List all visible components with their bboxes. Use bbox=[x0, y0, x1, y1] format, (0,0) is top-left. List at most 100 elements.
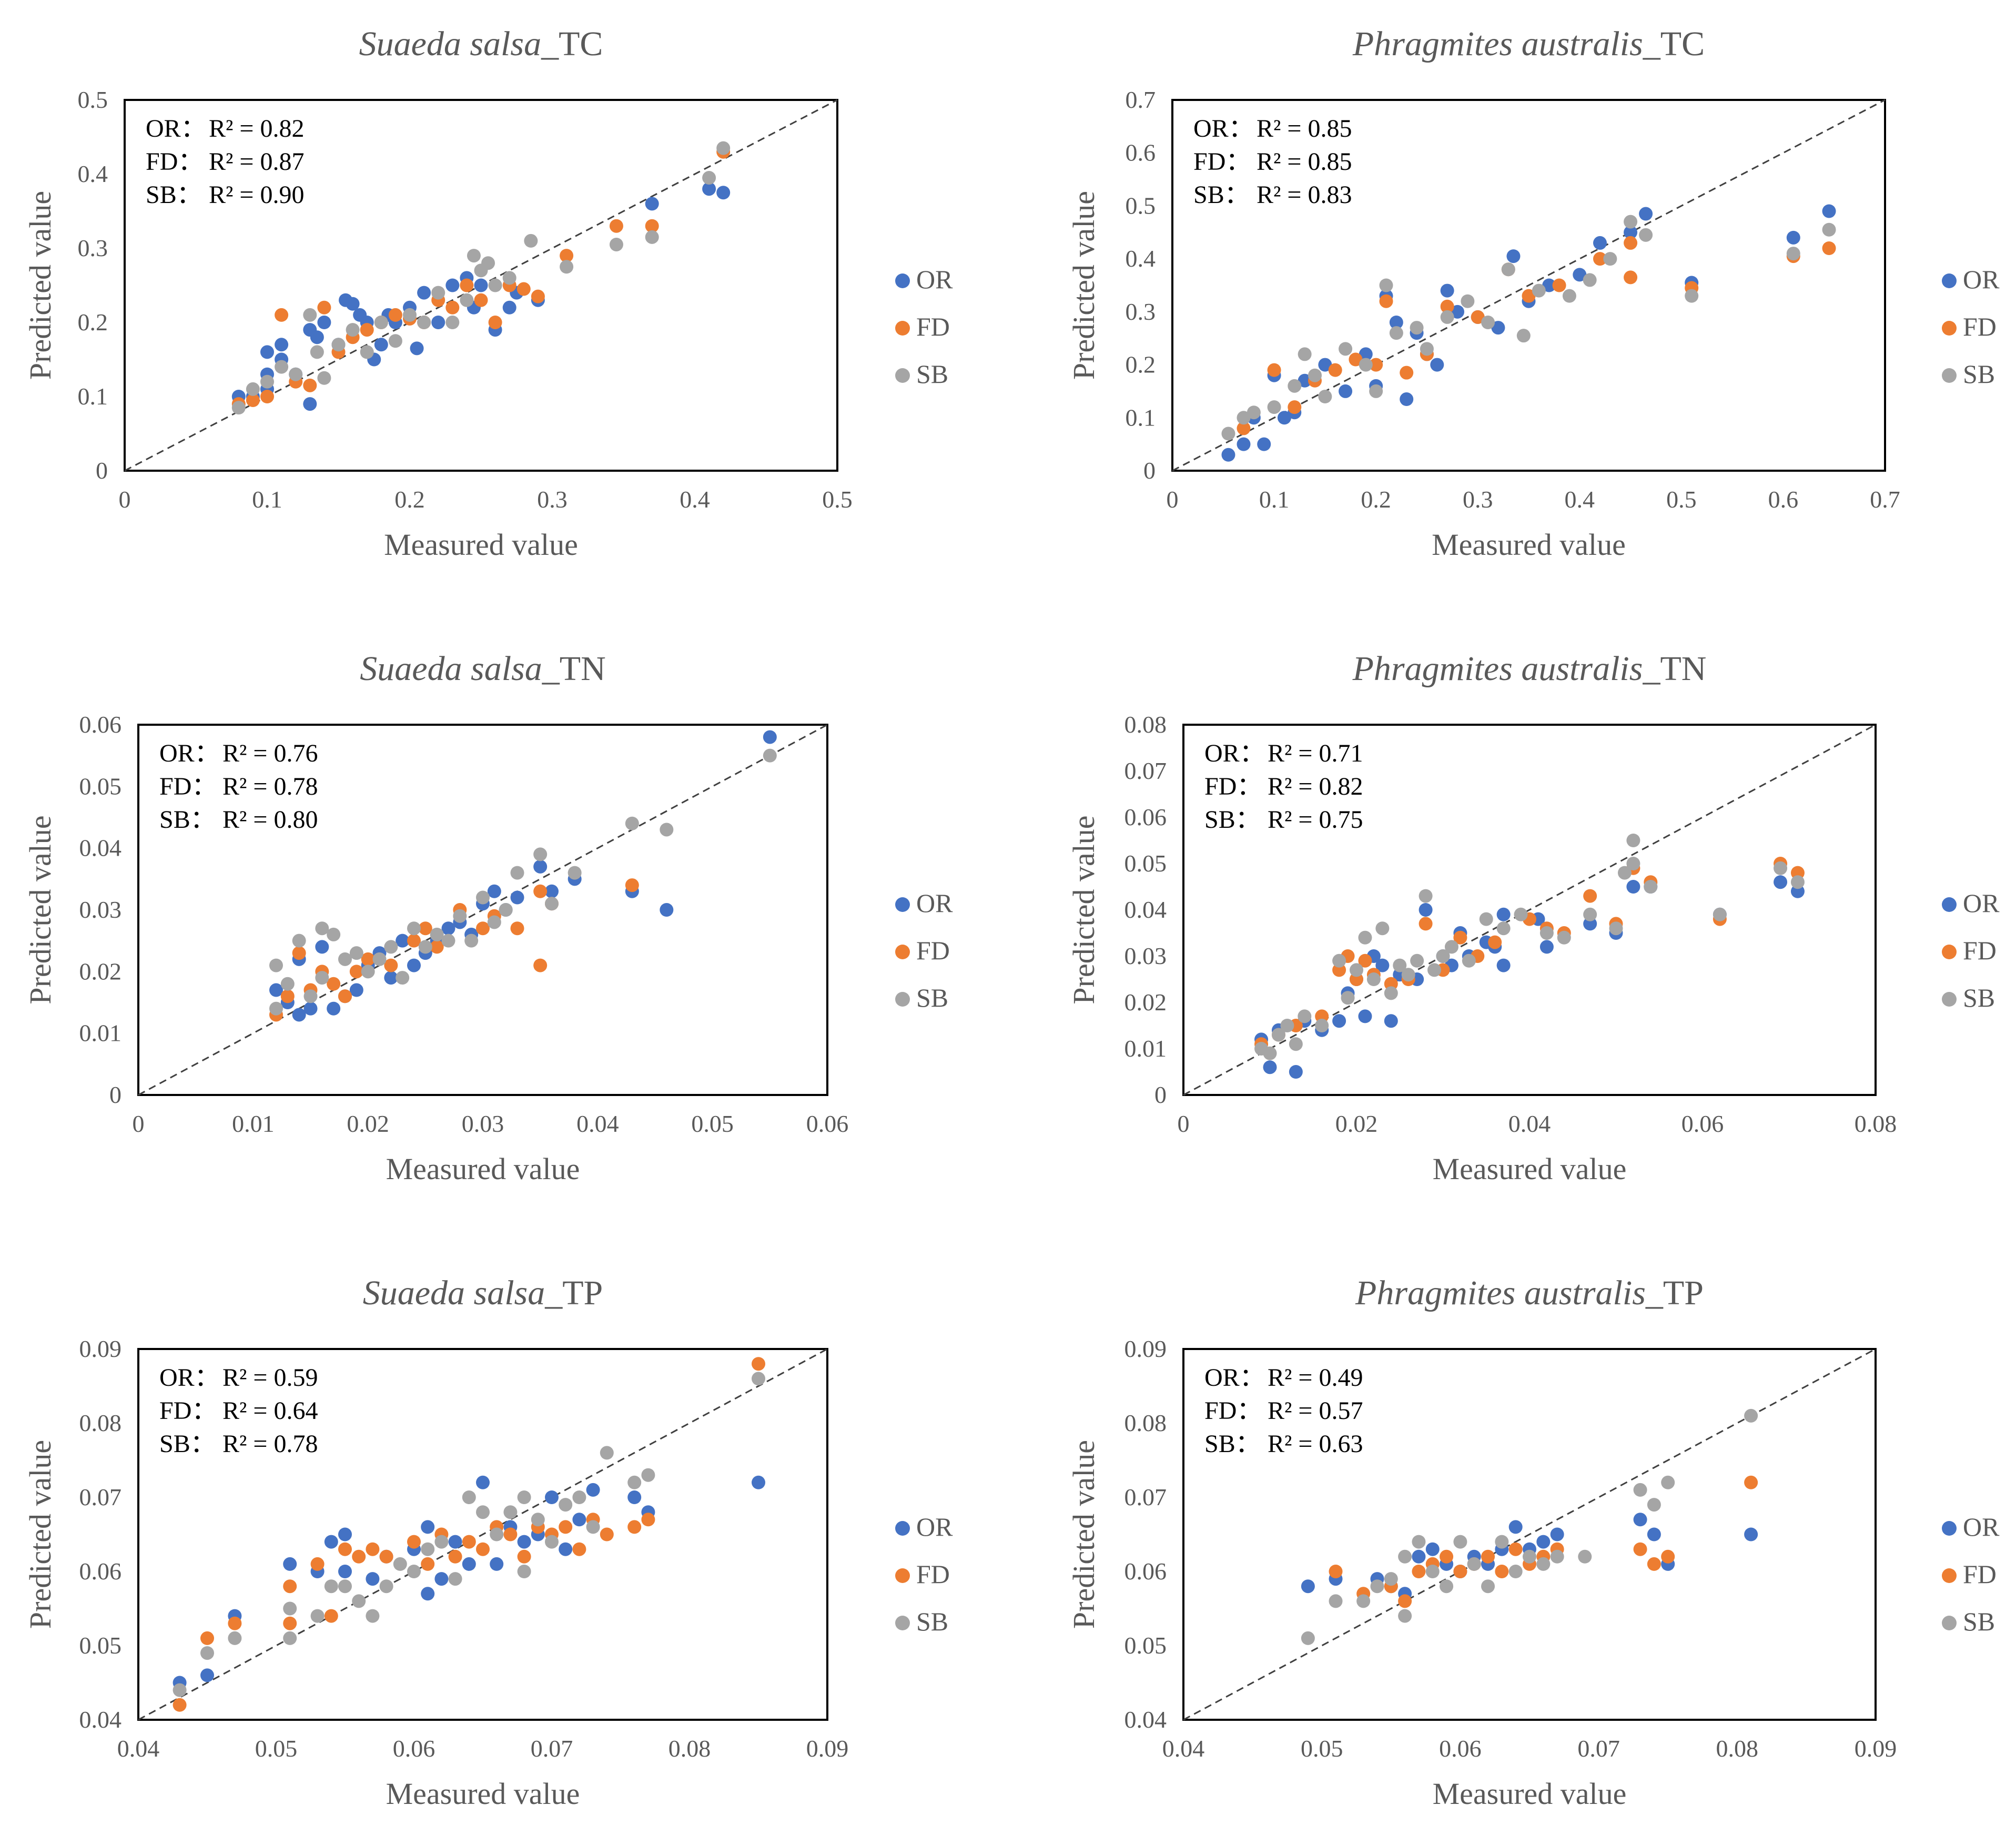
data-point-sb bbox=[1495, 1535, 1509, 1549]
y-tick-label: 0.2 bbox=[1126, 351, 1156, 378]
y-tick-label: 0.06 bbox=[79, 1558, 122, 1585]
data-point-sb bbox=[173, 1683, 187, 1697]
data-point-or bbox=[1774, 875, 1788, 889]
data-point-fd bbox=[200, 1631, 214, 1645]
data-point-or bbox=[1298, 373, 1312, 388]
data-point-sb bbox=[517, 1490, 531, 1504]
data-point-fd bbox=[1488, 935, 1502, 949]
data-point-sb bbox=[1298, 1009, 1312, 1023]
data-point-sb bbox=[374, 316, 388, 329]
data-point-sb bbox=[568, 866, 582, 880]
data-point-or bbox=[1451, 305, 1464, 319]
r2-value-fd: R² = 0.57 bbox=[1268, 1397, 1363, 1425]
data-point-or bbox=[396, 934, 410, 948]
legend-marker-or bbox=[895, 1521, 910, 1536]
r2-value-or: R² = 0.85 bbox=[1257, 115, 1352, 143]
data-point-sb bbox=[467, 249, 481, 263]
data-point-sb bbox=[702, 171, 716, 185]
data-point-fd bbox=[352, 1549, 366, 1564]
chart-title: Phragmites australis_TP bbox=[1355, 1274, 1704, 1312]
data-point-sb bbox=[1532, 283, 1546, 298]
legend-label-or: OR bbox=[916, 1512, 953, 1541]
data-point-sb bbox=[434, 1535, 449, 1549]
r2-label-sb: SB： bbox=[159, 1430, 216, 1458]
data-point-sb bbox=[533, 847, 548, 861]
data-point-fd bbox=[503, 1527, 518, 1541]
data-point-fd bbox=[1744, 1475, 1758, 1489]
data-point-or bbox=[1633, 1513, 1647, 1527]
r2-label-fd: FD： bbox=[1204, 773, 1262, 800]
data-point-or bbox=[462, 1557, 476, 1571]
data-point-or bbox=[1375, 958, 1390, 972]
data-point-sb bbox=[453, 909, 467, 923]
y-tick-label: 0.01 bbox=[79, 1020, 122, 1047]
x-tick-label: 0.06 bbox=[1681, 1110, 1724, 1137]
x-tick-label: 0.04 bbox=[1508, 1110, 1551, 1137]
data-point-or bbox=[533, 859, 548, 874]
x-tick-label: 0.07 bbox=[1577, 1735, 1620, 1762]
data-point-or bbox=[1786, 230, 1800, 245]
data-point-sb bbox=[1263, 1046, 1277, 1060]
data-point-fd bbox=[324, 1609, 338, 1623]
chart-title-suffix: _TP bbox=[1645, 1274, 1704, 1312]
reference-line bbox=[1183, 1348, 1876, 1721]
data-point-or bbox=[1542, 278, 1556, 292]
data-point-fd bbox=[1453, 930, 1467, 945]
legend-marker-or bbox=[895, 897, 910, 912]
data-point-or bbox=[763, 730, 777, 744]
y-tick-label: 0.05 bbox=[79, 1632, 122, 1659]
series-SB bbox=[1301, 1408, 1758, 1645]
data-point-or bbox=[338, 1527, 352, 1541]
x-tick-label: 0.08 bbox=[1855, 1110, 1897, 1137]
x-tick-label: 0.05 bbox=[1301, 1735, 1343, 1762]
data-point-sb bbox=[403, 308, 417, 322]
data-point-or bbox=[502, 300, 516, 315]
data-point-sb bbox=[283, 1601, 297, 1616]
data-point-sb bbox=[1341, 991, 1355, 1005]
data-point-fd bbox=[1647, 1557, 1661, 1571]
data-point-fd bbox=[228, 1616, 242, 1630]
data-point-sb bbox=[1384, 986, 1398, 1000]
legend-marker-sb bbox=[895, 992, 910, 1007]
data-point-fd bbox=[1661, 1549, 1675, 1564]
y-tick-label: 0.04 bbox=[79, 835, 122, 861]
y-axis-label: Predicted value bbox=[1067, 191, 1101, 380]
data-point-sb bbox=[1479, 912, 1493, 926]
y-tick-label: 0.1 bbox=[78, 383, 108, 410]
data-point-or bbox=[1332, 1014, 1346, 1028]
chart-title-suffix: _TC bbox=[1643, 25, 1705, 63]
data-point-or bbox=[303, 397, 317, 411]
data-point-sb bbox=[315, 971, 329, 985]
data-point-sb bbox=[231, 401, 246, 415]
legend-label-or: OR bbox=[1963, 265, 2000, 294]
data-point-or bbox=[1419, 903, 1433, 917]
data-point-sb bbox=[625, 816, 639, 830]
legend-label-sb: SB bbox=[916, 359, 948, 389]
x-tick-label: 0.05 bbox=[691, 1110, 734, 1137]
data-point-or bbox=[1263, 1060, 1277, 1074]
data-point-fd bbox=[317, 300, 331, 315]
data-point-sb bbox=[752, 1372, 765, 1386]
reference-line bbox=[1183, 724, 1876, 1096]
legend-label-fd: FD bbox=[916, 936, 950, 965]
data-point-sb bbox=[317, 371, 331, 385]
legend-marker-or bbox=[1942, 273, 1957, 288]
r2-value-sb: R² = 0.90 bbox=[209, 181, 304, 209]
data-point-or bbox=[310, 330, 324, 344]
data-point-fd bbox=[516, 282, 531, 296]
data-point-sb bbox=[346, 323, 360, 337]
x-tick-label: 0.5 bbox=[822, 486, 853, 513]
data-point-fd bbox=[303, 378, 317, 392]
data-point-sb bbox=[476, 890, 490, 905]
data-point-fd bbox=[1495, 1565, 1509, 1578]
data-point-fd bbox=[349, 965, 363, 979]
data-point-sb bbox=[349, 946, 363, 960]
data-point-or bbox=[1430, 358, 1444, 372]
legend-marker-sb bbox=[895, 368, 910, 383]
data-point-sb bbox=[1639, 228, 1653, 242]
y-tick-label: 0.5 bbox=[1126, 192, 1156, 219]
data-point-sb bbox=[1315, 1019, 1329, 1032]
r2-value-or: R² = 0.49 bbox=[1268, 1364, 1363, 1392]
data-point-or bbox=[1626, 880, 1640, 894]
y-tick-label: 0.03 bbox=[1124, 942, 1167, 969]
